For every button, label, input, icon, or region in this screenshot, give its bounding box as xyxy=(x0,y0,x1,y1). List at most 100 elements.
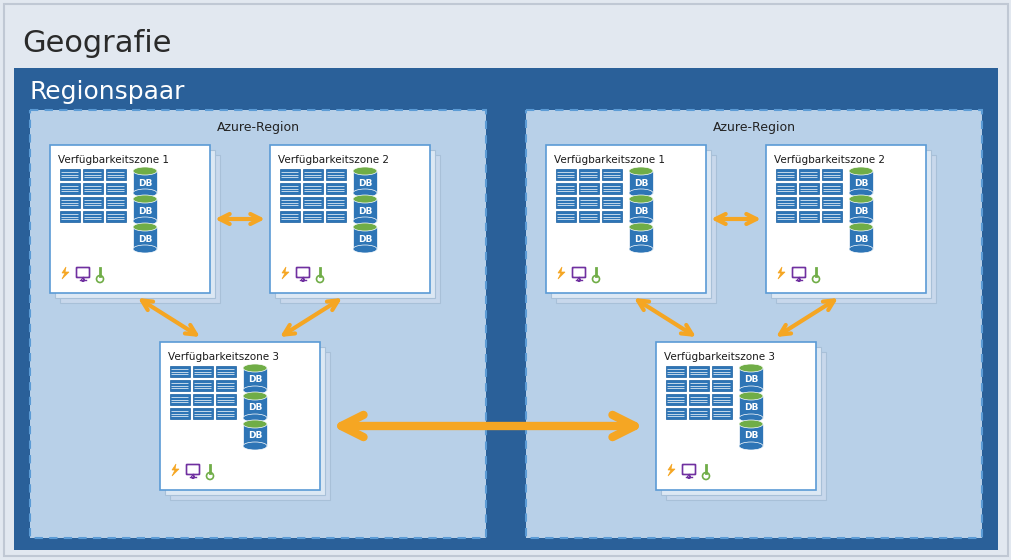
Bar xyxy=(353,171,377,193)
Text: DB: DB xyxy=(633,179,648,188)
Bar xyxy=(738,368,762,390)
Text: Verfügbarkeitszone 1: Verfügbarkeitszone 1 xyxy=(58,155,169,165)
Text: DB: DB xyxy=(358,207,372,216)
Bar xyxy=(550,150,711,298)
Bar xyxy=(578,197,599,208)
Bar xyxy=(170,366,190,377)
Ellipse shape xyxy=(243,442,267,450)
Bar xyxy=(106,169,126,180)
Bar xyxy=(132,171,157,193)
Bar xyxy=(821,211,841,222)
Bar xyxy=(799,211,818,222)
Ellipse shape xyxy=(848,217,872,225)
Bar xyxy=(775,183,796,194)
Bar xyxy=(799,197,818,208)
Polygon shape xyxy=(777,267,785,279)
Bar xyxy=(555,169,575,180)
Ellipse shape xyxy=(738,420,762,428)
Bar xyxy=(775,197,796,208)
Bar xyxy=(765,145,925,293)
Bar xyxy=(302,211,323,222)
Bar xyxy=(775,169,796,180)
Text: Verfügbarkeitszone 3: Verfügbarkeitszone 3 xyxy=(663,352,774,362)
Text: Geografie: Geografie xyxy=(22,30,171,58)
Polygon shape xyxy=(667,464,674,476)
Bar xyxy=(629,199,652,221)
Ellipse shape xyxy=(132,167,157,175)
Bar xyxy=(578,183,599,194)
Bar xyxy=(193,408,212,419)
Bar xyxy=(848,199,872,221)
Ellipse shape xyxy=(243,392,267,400)
Ellipse shape xyxy=(629,223,652,231)
Bar xyxy=(655,342,815,490)
Text: DB: DB xyxy=(633,235,648,244)
Bar xyxy=(83,211,103,222)
Bar xyxy=(132,227,157,249)
Bar xyxy=(106,211,126,222)
Ellipse shape xyxy=(848,189,872,197)
Ellipse shape xyxy=(132,195,157,203)
Ellipse shape xyxy=(132,217,157,225)
Bar xyxy=(170,380,190,391)
Ellipse shape xyxy=(353,189,377,197)
Ellipse shape xyxy=(738,386,762,394)
Bar xyxy=(193,394,212,405)
Bar xyxy=(83,197,103,208)
Text: DB: DB xyxy=(743,404,757,413)
Bar xyxy=(546,145,706,293)
Ellipse shape xyxy=(629,167,652,175)
Text: DB: DB xyxy=(137,207,152,216)
Ellipse shape xyxy=(243,420,267,428)
Bar xyxy=(578,169,599,180)
Bar xyxy=(848,171,872,193)
Bar xyxy=(326,211,346,222)
Bar xyxy=(555,155,716,303)
Bar xyxy=(215,408,236,419)
Bar xyxy=(270,145,430,293)
Bar xyxy=(665,366,685,377)
Bar xyxy=(215,394,236,405)
Ellipse shape xyxy=(353,217,377,225)
Text: Azure-Region: Azure-Region xyxy=(216,122,299,134)
Bar xyxy=(665,408,685,419)
Bar xyxy=(50,145,210,293)
Text: Regionspaar: Regionspaar xyxy=(30,80,185,104)
Bar xyxy=(526,110,981,538)
Bar xyxy=(665,352,825,500)
Bar xyxy=(215,380,236,391)
Bar xyxy=(106,197,126,208)
Bar xyxy=(353,227,377,249)
Bar xyxy=(302,169,323,180)
Bar xyxy=(132,199,157,221)
Text: DB: DB xyxy=(248,376,262,385)
Bar xyxy=(712,380,731,391)
Bar xyxy=(193,380,212,391)
Ellipse shape xyxy=(353,195,377,203)
Text: Azure-Region: Azure-Region xyxy=(712,122,795,134)
Bar xyxy=(30,110,485,538)
Bar xyxy=(280,183,299,194)
Bar xyxy=(326,197,346,208)
Polygon shape xyxy=(557,267,564,279)
Bar xyxy=(83,183,103,194)
Ellipse shape xyxy=(629,217,652,225)
Ellipse shape xyxy=(353,167,377,175)
Ellipse shape xyxy=(848,195,872,203)
Bar xyxy=(215,366,236,377)
Text: DB: DB xyxy=(853,235,867,244)
Bar xyxy=(555,211,575,222)
Polygon shape xyxy=(282,267,289,279)
Bar xyxy=(280,211,299,222)
Bar xyxy=(799,169,818,180)
Bar xyxy=(302,197,323,208)
Bar xyxy=(60,155,219,303)
Ellipse shape xyxy=(738,414,762,422)
Bar xyxy=(602,211,622,222)
Polygon shape xyxy=(62,267,69,279)
Text: DB: DB xyxy=(248,432,262,441)
Text: DB: DB xyxy=(137,179,152,188)
Text: DB: DB xyxy=(358,179,372,188)
Ellipse shape xyxy=(243,364,267,372)
Bar xyxy=(821,169,841,180)
